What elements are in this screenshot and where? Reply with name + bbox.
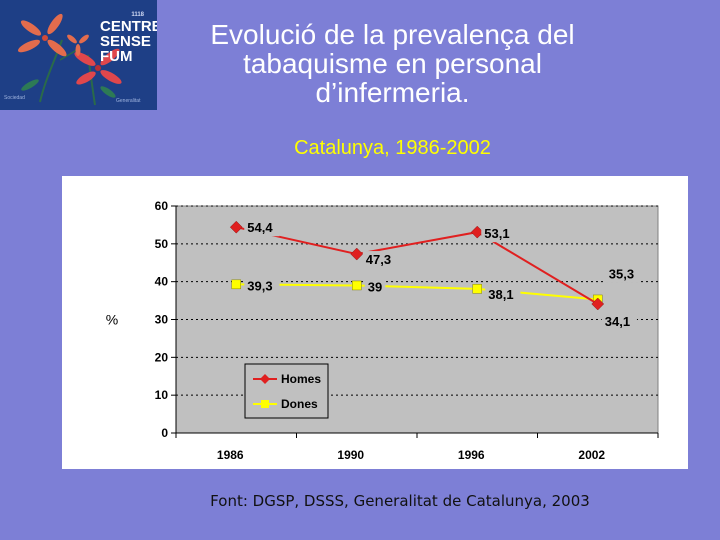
dones-point [472,284,482,294]
homes-data-label-bg [362,251,398,269]
y-tick-label: 10 [155,388,169,402]
logo-wordmark: 1118 CENTRE SENSE FUM [100,12,157,65]
legend-dones-label: Dones [281,397,318,411]
dones-data-label: 38,1 [488,287,513,302]
legend-homes-label: Homes [281,372,321,386]
dones-point [231,279,241,290]
dones-point [352,280,362,291]
homes-data-label-bg [244,219,280,237]
homes-point [350,247,364,261]
slide-subtitle: Catalunya, 1986-2002 [294,137,491,159]
logo-top-tag: 1118 [131,12,144,18]
homes-data-label: 53,1 [484,226,509,241]
x-tick-label: 1986 [217,448,244,462]
series-line-homes [236,226,599,305]
homes-point [229,220,243,234]
y-tick-label: 0 [161,426,168,440]
legend-box [244,363,329,419]
x-tick-label: 2002 [578,448,605,462]
source-footnote: Font: DGSP, DSSS, Generalitat de Catalun… [210,492,590,510]
logo-sponsor-left: Sociedad [4,95,25,101]
y-tick-label: 50 [155,237,169,251]
y-tick-label: 60 [155,199,169,213]
homes-data-label: 34,1 [605,314,630,329]
homes-data-label: 47,3 [366,252,391,267]
legend-dones-marker [261,400,269,408]
dones-data-label: 39 [368,279,382,294]
prevalence-line-chart: 0 10 20 30 40 50 60 1986 1990 1996 2002% 54,4 47,3 53… [62,176,688,469]
x-tick-label: 1990 [337,448,364,462]
legend-homes-marker [260,374,270,384]
logo-line-centre: CENTRE [100,18,157,35]
dones-data-label: 39,3 [247,278,272,293]
dones-data-label-bg [485,285,521,303]
x-tick-label: 1996 [458,448,485,462]
dones-data-label: 35,3 [609,266,634,281]
centre-sense-fum-logo: 1118 CENTRE SENSE FUM Sociedad Generalit… [0,0,157,110]
dones-data-label-bg [605,265,641,283]
homes-data-label-bg [601,312,637,330]
y-tick-label: 40 [155,275,169,289]
homes-data-label-bg [481,225,517,243]
series-line-dones [236,283,598,301]
slide-title: Evolució de la prevalença del tabaquisme… [210,19,575,108]
logo-sponsor-right: Generalitat [116,98,141,104]
dones-data-label-bg [364,278,386,296]
flower-logo-icon [17,13,122,106]
y-tick-label: 30 [155,313,169,327]
homes-data-label: 54,4 [247,220,273,235]
logo-line-sense: SENSE [100,33,151,50]
y-tick-label: 20 [155,350,169,364]
dones-data-label-bg [244,277,280,295]
homes-point [591,297,605,311]
y-axis-label: % [106,312,118,328]
logo-line-fum: FUM [100,48,133,65]
chart-container: 0 10 20 30 40 50 60 1986 1990 1996 2002% 54,4 47,3 53… [62,176,688,469]
